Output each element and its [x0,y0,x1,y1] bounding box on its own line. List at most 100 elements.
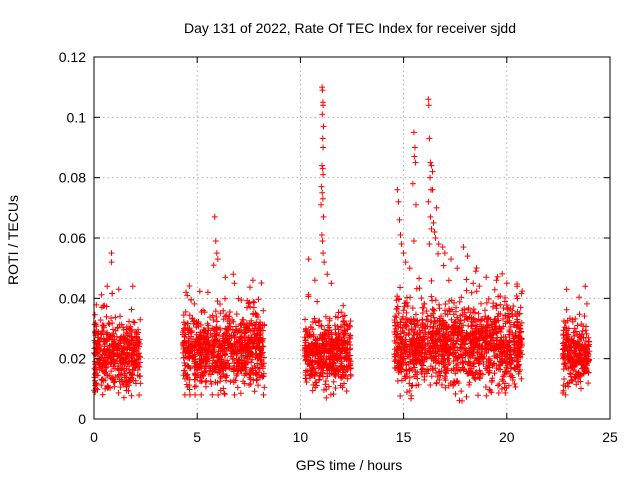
data-point [338,358,345,365]
data-point [575,357,582,364]
data-point [583,356,590,363]
data-point [241,344,248,351]
data-point [238,346,245,353]
data-point [410,360,417,367]
data-point [240,359,247,366]
data-point [124,330,131,337]
data-point [309,387,316,394]
data-point [421,376,428,383]
data-point [573,381,580,388]
data-point [258,361,265,368]
data-point [250,304,257,311]
data-point [393,347,400,354]
data-point [473,265,480,272]
data-point [454,347,461,354]
data-point [226,365,233,372]
data-point [208,338,215,345]
data-point [581,313,588,320]
data-point-spike [395,198,402,205]
data-point-spike [320,250,327,257]
data-point [213,332,220,339]
data-point [442,369,449,376]
data-point [512,383,519,390]
data-point [436,360,443,367]
data-point [491,360,498,367]
data-point [100,369,107,376]
data-point [209,312,216,319]
data-point [408,395,415,402]
data-point [218,356,225,363]
data-point [323,394,330,401]
data-point [231,334,238,341]
data-point [329,367,336,374]
data-point [123,324,130,331]
data-point [122,334,129,341]
x-axis-label: GPS time / hours [296,457,403,473]
data-point [182,308,189,315]
data-point [567,343,574,350]
data-point [260,373,267,380]
data-point [516,340,523,347]
data-point [499,376,506,383]
data-point [442,384,449,391]
data-point [93,328,100,335]
data-point [502,389,509,396]
data-point [438,367,445,374]
data-point [463,287,470,294]
data-point [517,304,524,311]
data-point [240,378,247,385]
data-point [305,346,312,353]
data-point [511,338,518,345]
data-point [347,318,354,325]
data-point [415,352,422,359]
data-point [254,376,261,383]
data-point [206,314,213,321]
data-point-spike [425,102,432,109]
data-point [261,321,268,328]
data-point [244,304,251,311]
data-point [402,323,409,330]
data-point [465,305,472,312]
data-point [242,352,249,359]
data-point [111,338,118,345]
data-point [508,372,515,379]
data-point [135,329,142,336]
data-point [115,340,122,347]
data-point [128,392,135,399]
data-point [572,368,579,375]
data-point [128,357,135,364]
data-point [304,331,311,338]
data-point [433,379,440,386]
data-point [476,333,483,340]
data-point [316,360,323,367]
data-point [302,345,309,352]
data-point [303,379,310,386]
data-point [461,316,468,323]
data-point [316,364,323,371]
data-point-spike [464,253,471,260]
data-point [251,299,258,306]
data-point [405,331,412,338]
data-point [398,347,405,354]
data-point [402,351,409,358]
data-point [411,373,418,380]
data-point [418,295,425,302]
data-point [576,333,583,340]
data-point [493,329,500,336]
data-point-spike [319,135,326,142]
data-point [102,357,109,364]
data-point [417,329,424,336]
data-point [302,337,309,344]
data-point [456,320,463,327]
data-point [470,315,477,322]
data-point-spike [319,111,326,118]
data-point [503,343,510,350]
data-point [221,391,228,398]
data-point [110,330,117,337]
data-point [397,393,404,400]
data-point [92,351,99,358]
data-point [504,304,511,311]
data-point-spike [400,250,407,257]
data-point [208,348,215,355]
data-point [130,361,137,368]
